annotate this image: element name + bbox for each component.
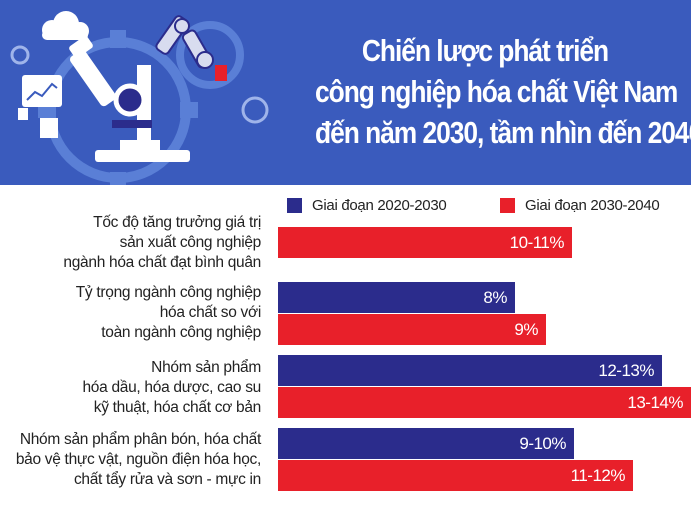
label-line: toàn ngành công nghiệp: [101, 324, 261, 341]
label-line: Tốc độ tăng trưởng giá trị: [93, 214, 261, 231]
bar-cat2-2020-2030: 8%: [278, 282, 515, 313]
bar-value-label: 11-12%: [570, 465, 626, 485]
bar-value-label: 13-14%: [627, 392, 683, 412]
bar-cat3-2030-2040: 13-14%: [278, 387, 691, 418]
label-line: bảo vệ thực vật, nguồn điện hóa học,: [15, 451, 261, 468]
category-label-2: Tỷ trọng ngành công nghiệp hóa chất so v…: [75, 283, 262, 343]
label-line: ngành hóa chất đạt bình quân: [63, 254, 261, 271]
category-label-4: Nhóm sản phẩm phân bón, hóa chất bảo vệ …: [16, 430, 261, 490]
label-line: hóa chất so với: [159, 304, 262, 321]
bar-value-label: 12-13%: [598, 360, 654, 380]
legend-swatch-blue: [287, 197, 302, 213]
bar-chart: Tốc độ tăng trưởng giá trị sản xuất công…: [0, 214, 691, 510]
bar-value-label: 9%: [514, 319, 538, 339]
legend-swatch-red: [500, 197, 515, 213]
bar-cat1-2030-2040: 10-11%: [278, 227, 572, 258]
science-illustration-icon: [10, 11, 269, 185]
bar-cat3-2020-2030: 12-13%: [278, 355, 662, 386]
bar-cat4-2030-2040: 11-12%: [278, 460, 633, 491]
title-line-3: đến năm 2030, tầm nhìn đến 2040: [315, 115, 691, 150]
bar-value-label: 9-10%: [519, 433, 566, 453]
label-line: Tỷ trọng ngành công nghiệp: [75, 284, 262, 301]
page-title: Chiến lược phát triển công nghiệp hóa ch…: [315, 30, 691, 153]
bar-cat2-2030-2040: 9%: [278, 314, 546, 345]
label-line: sản xuất công nghiệp: [119, 234, 262, 251]
bar-cat4-2020-2030: 9-10%: [278, 428, 574, 459]
bar-value-label: 8%: [483, 287, 507, 307]
bar-value-label: 10-11%: [509, 232, 565, 252]
label-line: kỹ thuật, hóa chất cơ bản: [93, 399, 262, 416]
label-line: chất tẩy rửa và sơn - mực in: [73, 471, 261, 488]
label-line: hóa dầu, hóa dược, cao su: [82, 379, 261, 396]
title-line-1: Chiến lược phát triển: [361, 33, 609, 68]
title-line-2: công nghiệp hóa chất Việt Nam: [315, 74, 678, 109]
label-line: Nhóm sản phẩm phân bón, hóa chất: [19, 431, 261, 448]
legend-item-2030-2040: Giai đoạn 2030-2040: [500, 195, 660, 215]
header-banner: Chiến lược phát triển công nghiệp hóa ch…: [0, 0, 691, 185]
category-label-1: Tốc độ tăng trưởng giá trị sản xuất công…: [63, 213, 261, 273]
label-line: Nhóm sản phẩm: [151, 359, 261, 376]
legend-label: Giai đoạn 2020-2030: [312, 196, 447, 214]
category-label-3: Nhóm sản phẩm hóa dầu, hóa dược, cao su …: [82, 358, 261, 418]
legend-item-2020-2030: Giai đoạn 2020-2030: [287, 195, 447, 215]
legend-label: Giai đoạn 2030-2040: [525, 196, 660, 214]
